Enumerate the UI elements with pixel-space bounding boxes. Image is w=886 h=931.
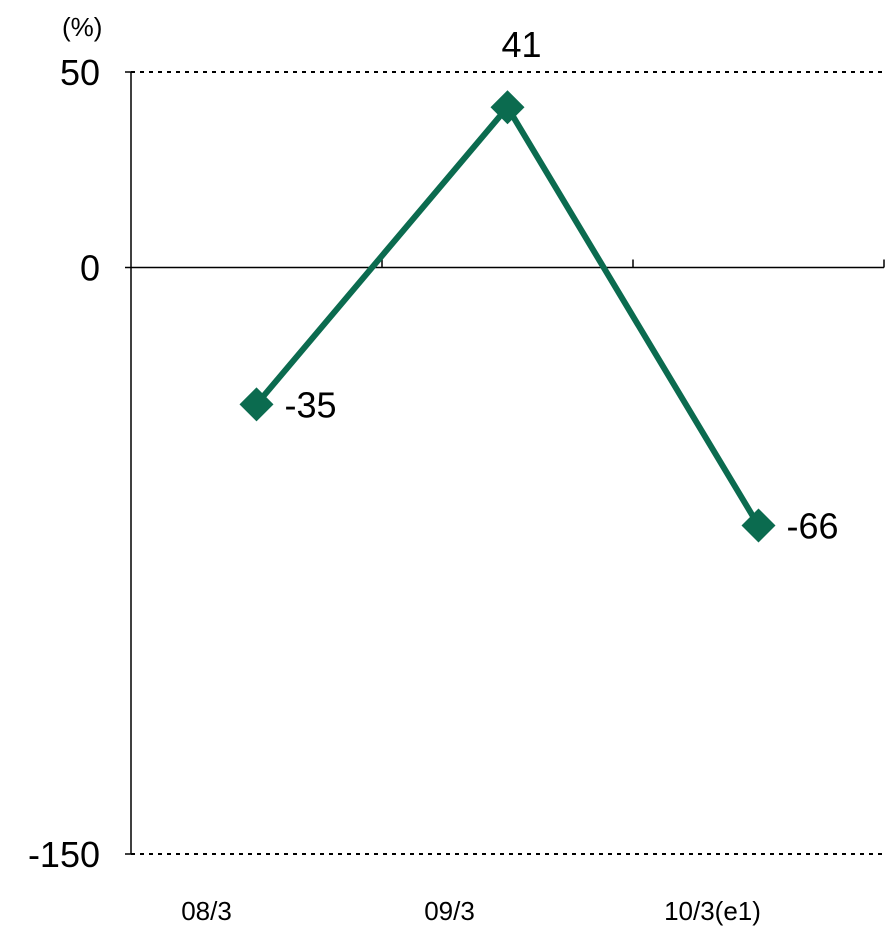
x-tick-label: 09/3 (424, 896, 475, 926)
x-tick-labels: 08/3 09/3 10/3(e1) (181, 896, 761, 926)
axes (125, 71, 885, 855)
data-point-marker (239, 387, 274, 422)
y-tick-labels: 50 0 -150 (28, 52, 100, 875)
data-label: -35 (285, 384, 337, 425)
data-labels: -35 41 -66 (285, 24, 839, 546)
series-line (254, 104, 762, 528)
data-label: -66 (787, 506, 839, 547)
x-tick-label: 08/3 (181, 896, 232, 926)
data-label: 41 (501, 24, 541, 65)
data-point-marker (490, 90, 525, 125)
series-polyline (254, 104, 762, 528)
y-axis-unit-label: (%) (62, 12, 102, 42)
grid-lines (131, 71, 884, 855)
data-markers (239, 90, 776, 543)
y-tick-label: 0 (80, 248, 100, 289)
x-tick-label: 10/3(e1) (664, 896, 761, 926)
data-point-marker (741, 508, 776, 543)
y-tick-label: -150 (28, 834, 100, 875)
y-tick-label: 50 (60, 52, 100, 93)
